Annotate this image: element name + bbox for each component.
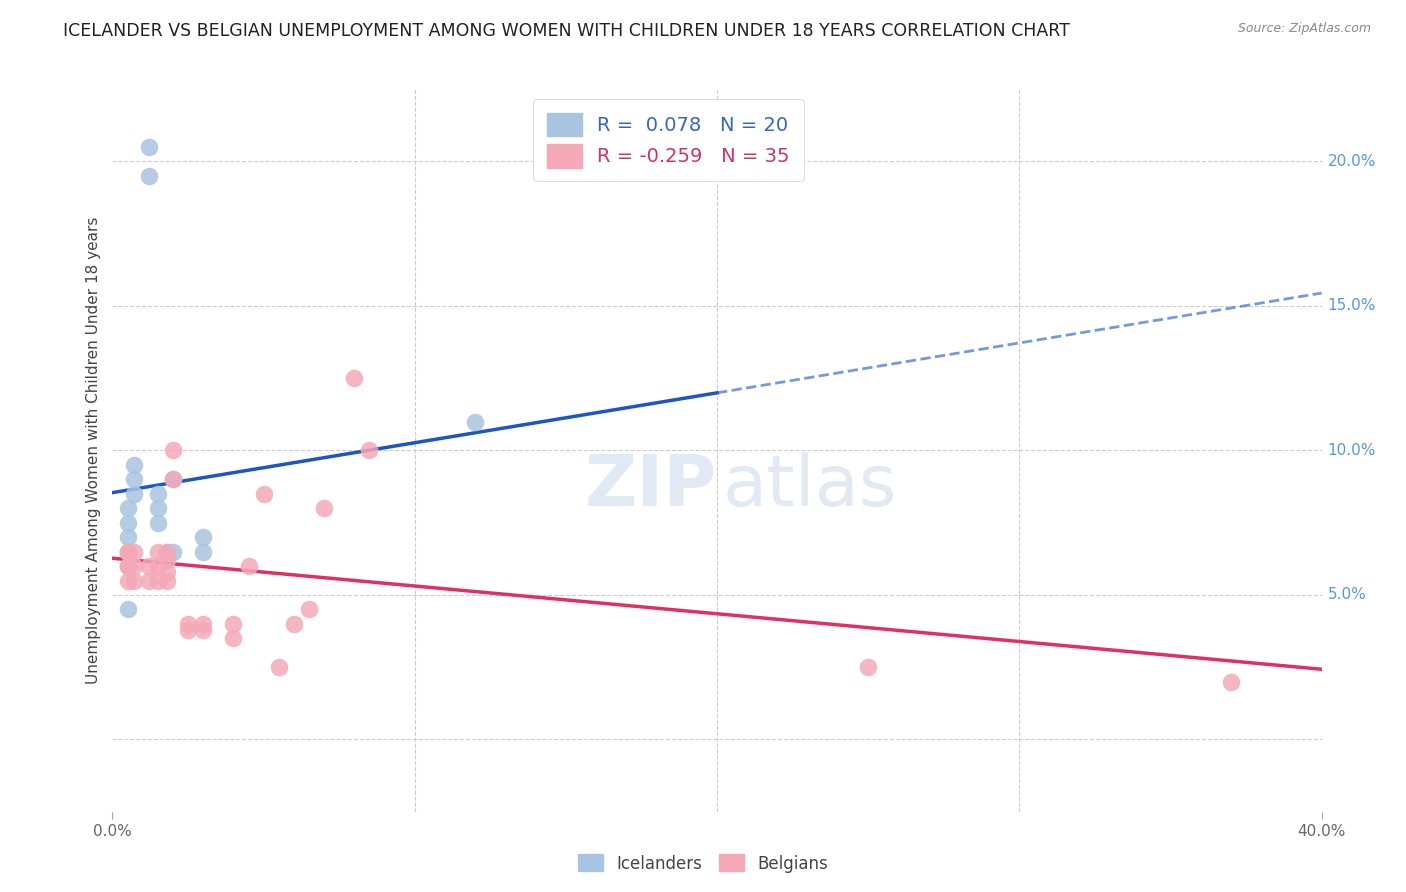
Text: Source: ZipAtlas.com: Source: ZipAtlas.com: [1237, 22, 1371, 36]
Point: [156, 574, 179, 588]
Point: [156, 544, 179, 558]
Point: [117, 574, 139, 588]
Point: [267, 660, 290, 674]
Point: [191, 530, 214, 544]
Point: [146, 501, 169, 516]
Point: [117, 544, 139, 558]
Point: [122, 559, 145, 574]
Point: [122, 574, 145, 588]
Point: [162, 472, 184, 486]
Point: [122, 544, 145, 558]
Point: [138, 140, 160, 154]
Point: [146, 516, 169, 530]
Point: [191, 544, 214, 558]
Point: [856, 660, 880, 674]
Point: [138, 169, 160, 183]
Point: [117, 501, 139, 516]
Point: [117, 559, 139, 574]
Point: [117, 516, 139, 530]
Point: [117, 602, 139, 616]
Point: [222, 632, 245, 646]
Point: [162, 472, 184, 486]
Legend: R =  0.078   N = 20, R = -0.259   N = 35: R = 0.078 N = 20, R = -0.259 N = 35: [533, 99, 804, 181]
Point: [191, 616, 214, 631]
Point: [146, 544, 169, 558]
Point: [117, 530, 139, 544]
Text: 5.0%: 5.0%: [1327, 588, 1367, 602]
Point: [156, 544, 179, 558]
Point: [117, 559, 139, 574]
Y-axis label: Unemployment Among Women with Children Under 18 years: Unemployment Among Women with Children U…: [86, 217, 101, 684]
Point: [238, 559, 260, 574]
Legend: Icelanders, Belgians: Icelanders, Belgians: [571, 847, 835, 880]
Text: 15.0%: 15.0%: [1327, 299, 1376, 313]
Point: [253, 487, 276, 501]
Point: [314, 501, 336, 516]
Text: ICELANDER VS BELGIAN UNEMPLOYMENT AMONG WOMEN WITH CHILDREN UNDER 18 YEARS CORRE: ICELANDER VS BELGIAN UNEMPLOYMENT AMONG …: [63, 22, 1070, 40]
Point: [156, 565, 179, 579]
Point: [191, 623, 214, 637]
Point: [1220, 674, 1243, 689]
Point: [464, 415, 486, 429]
Text: 10.0%: 10.0%: [1327, 443, 1376, 458]
Point: [283, 616, 305, 631]
Point: [162, 443, 184, 458]
Text: atlas: atlas: [723, 452, 897, 521]
Text: 20.0%: 20.0%: [1327, 154, 1376, 169]
Point: [138, 574, 160, 588]
Point: [146, 574, 169, 588]
Point: [138, 559, 160, 574]
Point: [146, 559, 169, 574]
Point: [162, 544, 184, 558]
Point: [122, 472, 145, 486]
Point: [156, 553, 179, 567]
Point: [359, 443, 381, 458]
Text: ZIP: ZIP: [585, 452, 717, 521]
Point: [122, 458, 145, 472]
Point: [117, 544, 139, 558]
Point: [177, 623, 200, 637]
Point: [122, 487, 145, 501]
Point: [177, 616, 200, 631]
Point: [222, 616, 245, 631]
Point: [117, 544, 139, 558]
Point: [117, 559, 139, 574]
Point: [298, 602, 321, 616]
Point: [146, 487, 169, 501]
Point: [343, 371, 366, 385]
